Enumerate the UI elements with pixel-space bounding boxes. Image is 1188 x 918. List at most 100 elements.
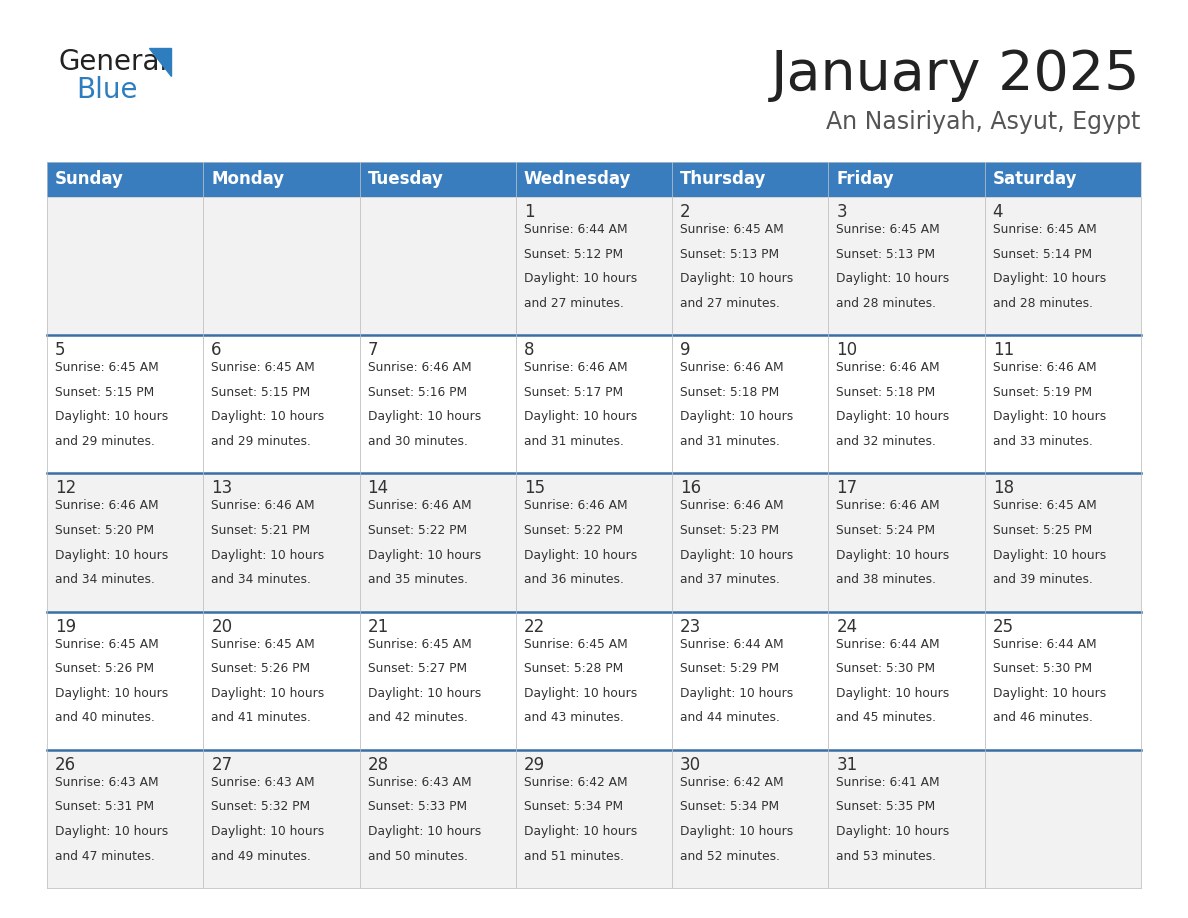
Text: 19: 19 — [55, 618, 76, 635]
Bar — [48, 611, 203, 750]
Text: 16: 16 — [681, 479, 701, 498]
Text: Sunset: 5:28 PM: Sunset: 5:28 PM — [524, 662, 624, 676]
Text: and 45 minutes.: and 45 minutes. — [836, 711, 936, 724]
Text: 26: 26 — [55, 756, 76, 774]
Text: and 39 minutes.: and 39 minutes. — [993, 573, 1093, 587]
Text: 23: 23 — [681, 618, 701, 635]
Bar — [516, 162, 672, 197]
Text: Tuesday: Tuesday — [367, 171, 443, 188]
Text: 2: 2 — [681, 203, 690, 221]
Text: and 40 minutes.: and 40 minutes. — [55, 711, 154, 724]
Text: Sunrise: 6:46 AM: Sunrise: 6:46 AM — [993, 361, 1097, 375]
Text: Sunrise: 6:45 AM: Sunrise: 6:45 AM — [55, 361, 159, 375]
Bar — [828, 197, 985, 335]
Text: and 43 minutes.: and 43 minutes. — [524, 711, 624, 724]
Text: 22: 22 — [524, 618, 545, 635]
Text: 17: 17 — [836, 479, 858, 498]
Text: Daylight: 10 hours: Daylight: 10 hours — [993, 687, 1106, 700]
Text: 14: 14 — [367, 479, 388, 498]
Text: Daylight: 10 hours: Daylight: 10 hours — [524, 549, 637, 562]
Bar — [203, 474, 360, 611]
Bar — [203, 335, 360, 474]
Bar — [360, 474, 516, 611]
Text: Sunrise: 6:46 AM: Sunrise: 6:46 AM — [524, 361, 627, 375]
Text: Sunset: 5:19 PM: Sunset: 5:19 PM — [993, 386, 1092, 398]
Bar — [828, 162, 985, 197]
Text: Sunrise: 6:42 AM: Sunrise: 6:42 AM — [524, 776, 627, 789]
Text: Daylight: 10 hours: Daylight: 10 hours — [367, 687, 481, 700]
Bar — [985, 750, 1140, 888]
Text: Sunrise: 6:42 AM: Sunrise: 6:42 AM — [681, 776, 784, 789]
Bar — [985, 162, 1140, 197]
Text: Sunset: 5:31 PM: Sunset: 5:31 PM — [55, 800, 154, 813]
Bar — [203, 197, 360, 335]
Bar — [828, 474, 985, 611]
Text: Sunset: 5:24 PM: Sunset: 5:24 PM — [836, 524, 936, 537]
Text: 11: 11 — [993, 341, 1015, 359]
Text: Sunrise: 6:43 AM: Sunrise: 6:43 AM — [55, 776, 159, 789]
Text: and 30 minutes.: and 30 minutes. — [367, 435, 467, 448]
Bar — [203, 197, 360, 335]
Bar — [48, 750, 203, 888]
Text: and 28 minutes.: and 28 minutes. — [993, 297, 1093, 309]
Text: 8: 8 — [524, 341, 535, 359]
Bar — [828, 335, 985, 474]
Text: and 33 minutes.: and 33 minutes. — [993, 435, 1093, 448]
Bar — [516, 750, 672, 888]
Text: and 28 minutes.: and 28 minutes. — [836, 297, 936, 309]
Bar — [672, 750, 828, 888]
Text: Sunrise: 6:43 AM: Sunrise: 6:43 AM — [211, 776, 315, 789]
Text: Blue: Blue — [76, 76, 138, 104]
Text: Sunset: 5:16 PM: Sunset: 5:16 PM — [367, 386, 467, 398]
Text: 6: 6 — [211, 341, 222, 359]
Text: and 46 minutes.: and 46 minutes. — [993, 711, 1093, 724]
Text: Sunset: 5:34 PM: Sunset: 5:34 PM — [681, 800, 779, 813]
Text: Daylight: 10 hours: Daylight: 10 hours — [367, 549, 481, 562]
Bar — [828, 611, 985, 750]
Bar — [203, 611, 360, 750]
Text: Sunrise: 6:45 AM: Sunrise: 6:45 AM — [211, 638, 315, 651]
Bar — [985, 474, 1140, 611]
Text: Sunset: 5:32 PM: Sunset: 5:32 PM — [211, 800, 310, 813]
Text: Sunrise: 6:46 AM: Sunrise: 6:46 AM — [681, 361, 784, 375]
Text: 5: 5 — [55, 341, 65, 359]
Bar — [985, 335, 1140, 474]
Text: Daylight: 10 hours: Daylight: 10 hours — [211, 410, 324, 423]
Text: and 27 minutes.: and 27 minutes. — [524, 297, 624, 309]
Text: Sunday: Sunday — [55, 171, 124, 188]
Bar — [672, 611, 828, 750]
Text: Sunrise: 6:45 AM: Sunrise: 6:45 AM — [367, 638, 472, 651]
Text: Sunset: 5:26 PM: Sunset: 5:26 PM — [55, 662, 154, 676]
Text: Sunrise: 6:46 AM: Sunrise: 6:46 AM — [681, 499, 784, 512]
Bar — [516, 335, 672, 474]
Text: Sunrise: 6:44 AM: Sunrise: 6:44 AM — [836, 638, 940, 651]
Text: Daylight: 10 hours: Daylight: 10 hours — [211, 825, 324, 838]
Bar — [360, 611, 516, 750]
Bar — [48, 750, 203, 888]
Text: 7: 7 — [367, 341, 378, 359]
Text: Sunset: 5:27 PM: Sunset: 5:27 PM — [367, 662, 467, 676]
Text: Daylight: 10 hours: Daylight: 10 hours — [524, 410, 637, 423]
Text: Sunrise: 6:44 AM: Sunrise: 6:44 AM — [993, 638, 1097, 651]
Text: Sunset: 5:20 PM: Sunset: 5:20 PM — [55, 524, 154, 537]
Bar — [516, 611, 672, 750]
Text: and 44 minutes.: and 44 minutes. — [681, 711, 781, 724]
Text: Sunrise: 6:46 AM: Sunrise: 6:46 AM — [55, 499, 159, 512]
Text: Sunset: 5:35 PM: Sunset: 5:35 PM — [836, 800, 936, 813]
Bar — [48, 474, 203, 611]
Bar — [360, 197, 516, 335]
Text: and 36 minutes.: and 36 minutes. — [524, 573, 624, 587]
Bar — [48, 197, 203, 335]
Text: 13: 13 — [211, 479, 233, 498]
Bar — [828, 750, 985, 888]
Bar — [828, 197, 985, 335]
Text: Sunrise: 6:45 AM: Sunrise: 6:45 AM — [55, 638, 159, 651]
Bar — [672, 335, 828, 474]
Text: Sunset: 5:14 PM: Sunset: 5:14 PM — [993, 248, 1092, 261]
Text: 21: 21 — [367, 618, 388, 635]
Text: Sunrise: 6:44 AM: Sunrise: 6:44 AM — [681, 638, 784, 651]
Text: and 47 minutes.: and 47 minutes. — [55, 849, 154, 863]
Bar — [360, 335, 516, 474]
Bar — [48, 611, 203, 750]
Text: and 53 minutes.: and 53 minutes. — [836, 849, 936, 863]
